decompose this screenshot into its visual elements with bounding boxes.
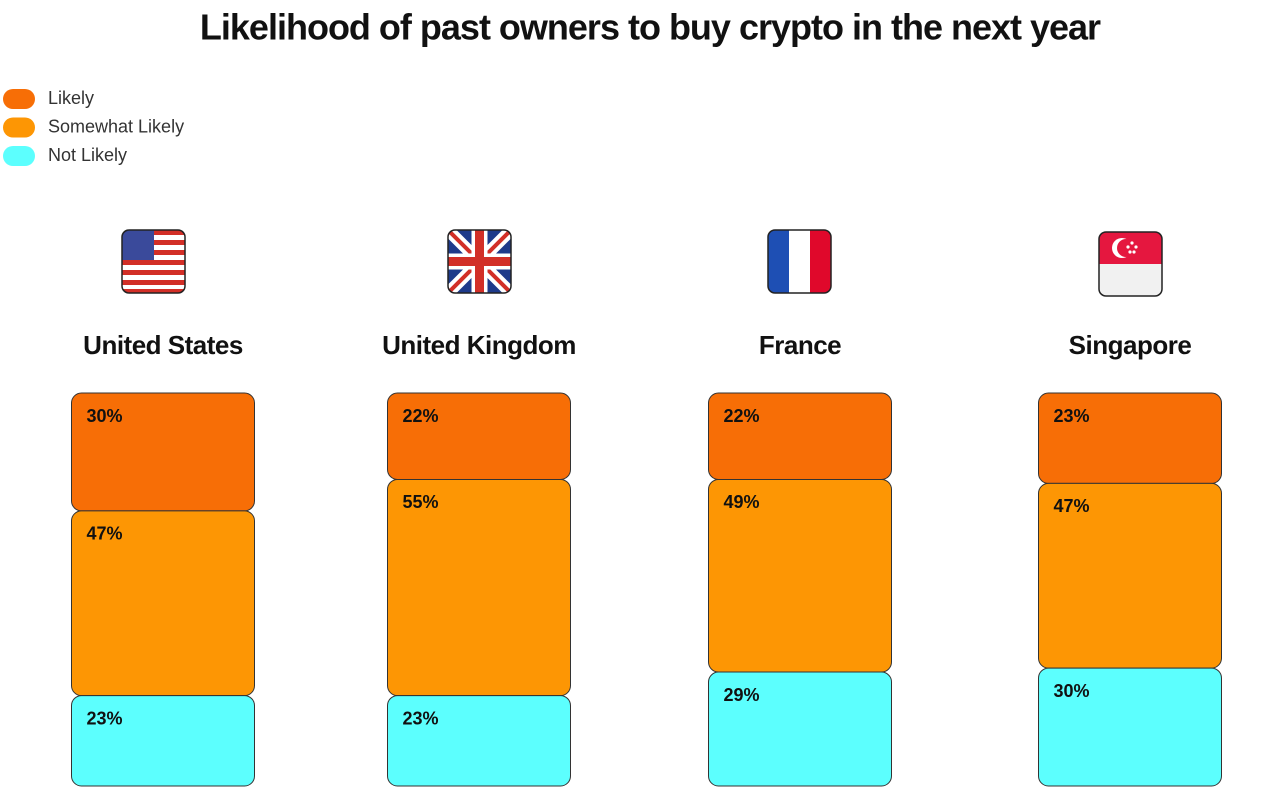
flag-border bbox=[1098, 231, 1163, 297]
value-label: 30% bbox=[1054, 681, 1090, 701]
value-label: 47% bbox=[87, 524, 123, 544]
chart-title: Likelihood of past owners to buy crypto … bbox=[200, 7, 1101, 48]
value-label: 23% bbox=[87, 708, 123, 728]
category-label: France bbox=[759, 330, 841, 360]
value-label: 29% bbox=[724, 685, 760, 705]
value-label: 30% bbox=[87, 406, 123, 426]
value-label: 47% bbox=[1054, 496, 1090, 516]
legend-swatch bbox=[3, 117, 35, 138]
bar-segment bbox=[708, 671, 892, 787]
category-label: United States bbox=[83, 330, 243, 360]
flag-us bbox=[122, 230, 185, 293]
flag-uk bbox=[448, 230, 511, 293]
category-label: Singapore bbox=[1069, 330, 1192, 360]
flag-border bbox=[447, 229, 512, 294]
legend-label: Somewhat Likely bbox=[48, 116, 184, 136]
legend-swatch bbox=[3, 146, 35, 166]
bar-segment bbox=[1038, 667, 1222, 787]
category-label: United Kingdom bbox=[382, 330, 576, 360]
flag-france bbox=[768, 230, 831, 293]
value-label: 55% bbox=[403, 492, 439, 512]
bar-segment bbox=[387, 695, 571, 787]
flag-border bbox=[121, 229, 186, 294]
legend-label: Likely bbox=[48, 88, 94, 108]
legend-label: Not Likely bbox=[48, 145, 127, 165]
legend-swatch bbox=[3, 89, 35, 109]
value-label: 49% bbox=[724, 492, 760, 512]
bar-segment bbox=[71, 695, 255, 787]
flag-border bbox=[767, 229, 832, 294]
flag-singapore bbox=[1099, 232, 1162, 296]
value-label: 23% bbox=[1054, 406, 1090, 426]
value-label: 23% bbox=[403, 708, 439, 728]
value-label: 22% bbox=[403, 406, 439, 426]
value-label: 22% bbox=[724, 406, 760, 426]
